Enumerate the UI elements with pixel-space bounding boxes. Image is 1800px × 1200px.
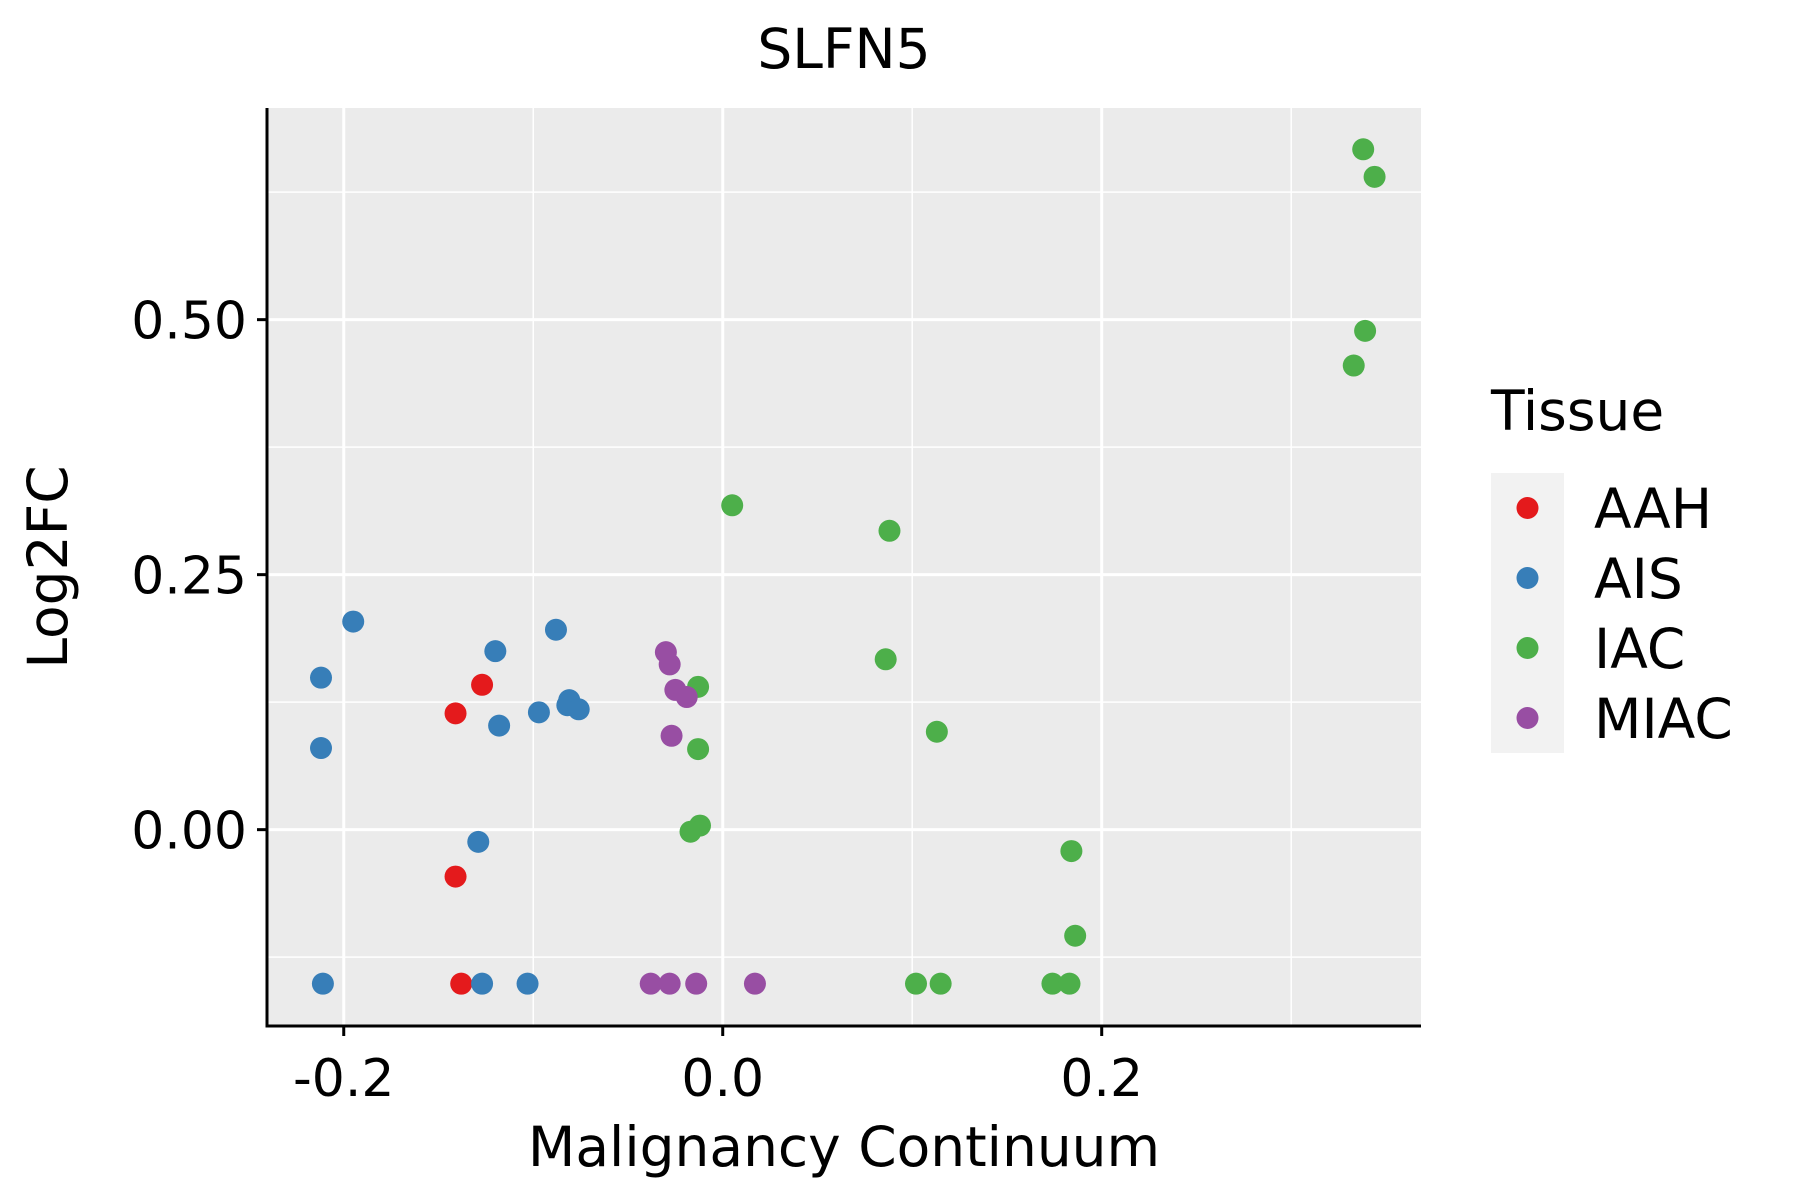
data-point (1354, 319, 1377, 342)
data-point (342, 610, 365, 633)
data-point (721, 494, 744, 517)
data-point (484, 640, 507, 663)
grid-lines (267, 108, 1421, 1026)
legend-key-background (1491, 473, 1564, 753)
data-point (639, 972, 662, 995)
data-point (658, 972, 681, 995)
plot-panel (267, 108, 1421, 1026)
data-point (929, 972, 952, 995)
legend-label-aah: AAH (1594, 477, 1712, 541)
data-point (1060, 840, 1083, 863)
panel-background (267, 108, 1421, 1026)
legend-label-ais: AIS (1594, 547, 1683, 611)
data-point (311, 972, 334, 995)
data-point (471, 673, 494, 696)
data-point (925, 720, 948, 743)
legend-label-miac: MIAC (1594, 687, 1733, 751)
data-point (567, 698, 590, 721)
series-ais (310, 610, 590, 995)
data-point (905, 972, 928, 995)
data-point (660, 724, 683, 747)
legend-key-aah (1516, 497, 1539, 519)
data-point (1064, 924, 1087, 947)
data-point (687, 738, 710, 761)
axes (257, 108, 1421, 1036)
y-axis-title: Log2FC (16, 465, 80, 668)
y-tick-label: 0.25 (131, 547, 247, 607)
legend-title: Tissue (1490, 379, 1664, 443)
legend-key-iac (1516, 637, 1539, 659)
data-point (471, 972, 494, 995)
data-point (1041, 972, 1064, 995)
x-tick-label: 0.2 (1060, 1049, 1143, 1109)
data-point (310, 666, 333, 689)
series-iac (679, 138, 1386, 995)
data-point (743, 972, 766, 995)
data-points (310, 138, 1386, 995)
x-axis-title: Malignancy Continuum (528, 1115, 1160, 1179)
legend-key-ais (1516, 567, 1539, 589)
data-point (310, 737, 333, 760)
data-point (679, 820, 702, 843)
data-point (444, 702, 467, 725)
y-tick-label: 0.50 (131, 292, 247, 352)
x-tick-label: -0.2 (293, 1049, 394, 1109)
chart-title: SLFN5 (757, 17, 930, 81)
data-point (675, 686, 698, 709)
x-tick-label: 0.0 (681, 1049, 764, 1109)
series-miac (639, 641, 766, 995)
data-point (874, 648, 897, 671)
legend-key-miac (1516, 707, 1539, 729)
data-point (658, 653, 681, 676)
data-point (488, 714, 511, 737)
data-point (527, 701, 550, 724)
data-point (1363, 165, 1386, 188)
data-point (544, 618, 567, 641)
data-point (467, 830, 490, 853)
legend-label-iac: IAC (1594, 617, 1685, 681)
data-point (1058, 972, 1081, 995)
data-point (1352, 138, 1375, 161)
data-point (1342, 354, 1365, 377)
data-point (516, 972, 539, 995)
data-point (685, 972, 708, 995)
data-point (444, 865, 467, 888)
tick-labels: -0.2 0.0 0.2 0.00 0.25 0.50 (131, 292, 1143, 1109)
y-tick-label: 0.00 (131, 802, 247, 862)
data-point (450, 972, 473, 995)
series-aah (444, 673, 494, 995)
data-point (878, 519, 901, 542)
